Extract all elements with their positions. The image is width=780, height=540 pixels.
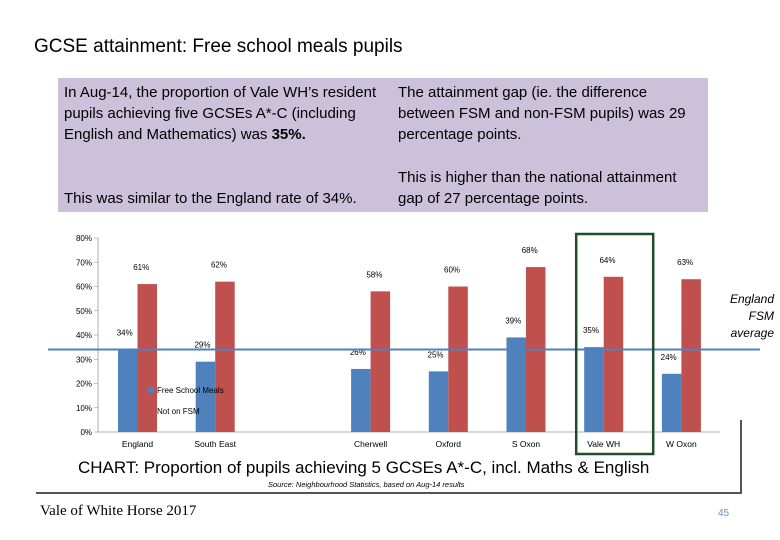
summary-england-rate: This was similar to the England rate of … [64, 190, 357, 207]
bar-non-fsm [603, 276, 624, 432]
x-category-label: S Oxon [512, 439, 541, 449]
y-tick-label: 20% [76, 380, 92, 389]
x-category-label: Oxford [436, 439, 462, 449]
legend-swatch [148, 387, 154, 393]
legend-label: Not on FSM [157, 407, 200, 416]
summary-box: In Aug-14, the proportion of Vale WH’s r… [58, 78, 708, 212]
x-category-label: Vale WH [587, 439, 620, 449]
bar-value-label: 61% [133, 263, 149, 272]
y-tick-label: 0% [80, 428, 92, 437]
frame-line-bottom [36, 492, 742, 494]
highlight-box-vale-wh [574, 232, 655, 456]
summary-gap: The attainment gap (ie. the difference b… [398, 84, 686, 143]
y-tick-label: 50% [76, 307, 92, 316]
bar-value-label: 24% [661, 353, 677, 362]
summary-national-gap: This is higher than the national attainm… [398, 169, 677, 207]
bar-value-label: 29% [194, 341, 210, 350]
bar-value-label: 64% [599, 256, 615, 265]
summary-vale-rate: In Aug-14, the proportion of Vale WH’s r… [64, 82, 394, 145]
x-category-label: England [122, 439, 153, 449]
page-number: 45 [718, 508, 730, 519]
bar-fsm [584, 347, 604, 432]
bar-value-label: 34% [117, 329, 133, 338]
x-category-label: South East [194, 439, 236, 449]
y-tick-label: 40% [76, 331, 92, 340]
bar-value-label: 68% [522, 246, 538, 255]
legend-swatch [148, 408, 154, 414]
bar-fsm [351, 368, 371, 432]
y-tick-label: 10% [76, 404, 92, 413]
bar-fsm [428, 371, 449, 432]
bar-non-fsm [215, 281, 235, 432]
bar-value-label: 35% [583, 326, 599, 335]
bar-fsm [661, 373, 682, 432]
bar-value-label: 63% [677, 258, 693, 267]
source-note: Source: Neighbourhood Statistics, based … [268, 480, 465, 489]
y-tick-label: 70% [76, 258, 92, 267]
y-tick-label: 80% [76, 234, 92, 243]
summary-vale-rate-value: 35%. [271, 126, 306, 143]
x-category-label: W Oxon [666, 439, 697, 449]
bar-fsm [506, 337, 526, 432]
summary-vale-rate-text: In Aug-14, the proportion of Vale WH’s r… [64, 84, 377, 143]
bar-value-label: 25% [428, 350, 444, 359]
bar-value-label: 26% [350, 348, 366, 357]
bar-non-fsm [137, 284, 157, 432]
england-fsm-average-note: England FSM average [729, 292, 774, 340]
bar-value-label: 58% [366, 270, 382, 279]
bar-non-fsm [448, 286, 468, 432]
x-category-label: Cherwell [354, 439, 387, 449]
bar-value-label: 60% [444, 266, 460, 275]
bar-fsm [195, 361, 216, 432]
bar-value-label: 39% [505, 316, 521, 325]
bar-non-fsm [681, 279, 701, 432]
y-tick-label: 30% [76, 355, 92, 364]
bar-value-label: 62% [211, 261, 227, 270]
y-tick-label: 60% [76, 283, 92, 292]
legend-label: Free School Meals [157, 386, 224, 395]
bar-non-fsm [370, 291, 391, 432]
footer-title: Vale of White Horse 2017 [40, 503, 197, 519]
page-title: GCSE attainment: Free school meals pupil… [34, 36, 403, 57]
chart-caption: CHART: Proportion of pupils achieving 5 … [78, 458, 650, 477]
bar-fsm [118, 349, 138, 432]
frame-line-right [740, 420, 742, 492]
